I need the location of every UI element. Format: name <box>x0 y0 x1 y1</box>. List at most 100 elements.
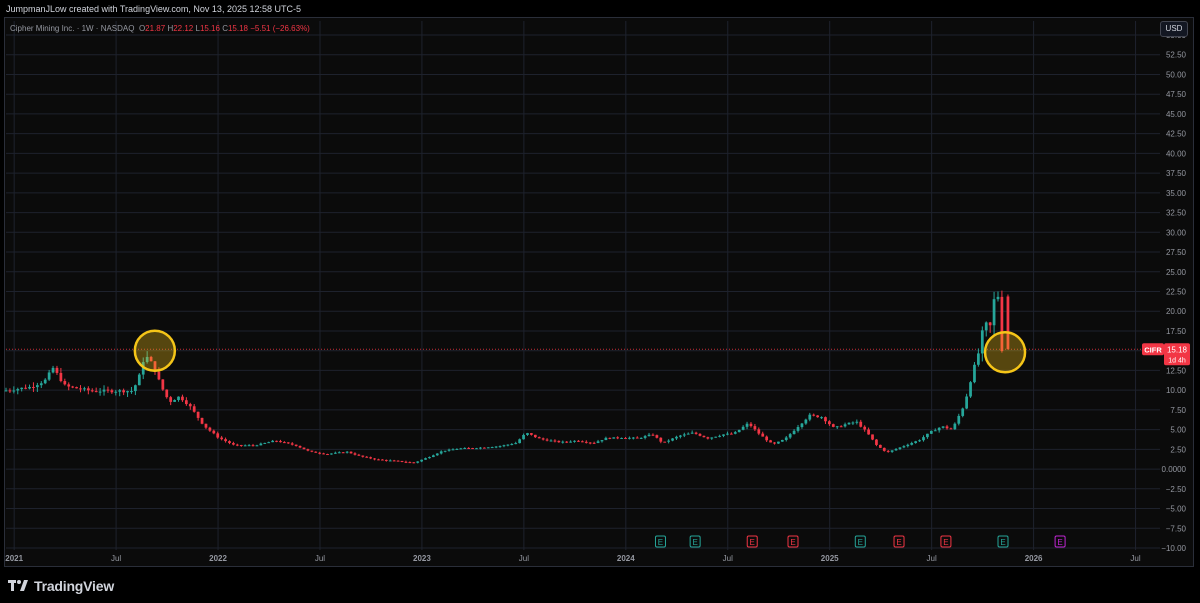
candle-body <box>1006 296 1010 350</box>
candle-body <box>416 461 420 463</box>
candle-body <box>600 440 604 442</box>
y-tick-label: 50.00 <box>1166 70 1187 79</box>
y-tick-label: 10.00 <box>1166 386 1187 395</box>
candle-body <box>361 455 365 457</box>
candle-body <box>24 387 27 389</box>
candle-body <box>373 458 376 460</box>
y-tick-label: 35.00 <box>1166 189 1187 198</box>
candle-body <box>102 389 106 392</box>
y-tick-label: 30.00 <box>1166 228 1187 237</box>
candle-body <box>577 440 580 442</box>
candle-body <box>322 453 325 455</box>
candle-body <box>726 433 729 435</box>
candle-body <box>447 449 451 451</box>
candle-body <box>490 447 494 449</box>
candle-body <box>988 322 992 326</box>
candle-body <box>353 453 357 455</box>
candle-body <box>181 396 184 401</box>
candle-body <box>392 460 396 462</box>
candle-body <box>235 444 239 446</box>
candle-body <box>267 442 271 444</box>
candle-body <box>855 421 859 423</box>
candle-body <box>106 389 110 391</box>
candle-body <box>890 450 894 452</box>
candle-body <box>177 396 180 401</box>
candle-body <box>157 371 161 380</box>
candle-body <box>737 429 741 433</box>
candle-body <box>349 451 353 454</box>
x-tick-label: 2022 <box>209 554 227 563</box>
candle-body <box>228 441 231 444</box>
candle-body <box>526 433 529 435</box>
candle-body <box>271 440 274 443</box>
candle-body <box>149 356 153 362</box>
candle-body <box>694 432 698 434</box>
x-tick-label: 2025 <box>821 554 839 563</box>
y-tick-label: 2.50 <box>1170 445 1186 454</box>
earnings-marker-label: E <box>896 538 901 547</box>
candle-body <box>435 453 439 456</box>
candle-body <box>514 443 518 445</box>
candle-body <box>992 299 996 326</box>
candle-body <box>549 440 553 442</box>
y-tick-label: 37.50 <box>1166 169 1187 178</box>
candle-body <box>310 450 314 452</box>
candle-body <box>565 441 569 443</box>
candle-body <box>828 421 831 425</box>
candle-body <box>616 437 620 439</box>
currency-button[interactable]: USD <box>1160 21 1188 37</box>
candle-body <box>820 417 823 419</box>
candle-body <box>831 424 835 427</box>
candle-body <box>118 390 122 392</box>
earnings-marker-label: E <box>858 538 863 547</box>
candle-body <box>914 441 918 444</box>
price-tag-symbol-bg <box>1142 343 1164 356</box>
candle-body <box>875 439 878 445</box>
candle-body <box>777 441 780 444</box>
candle-body <box>396 460 400 462</box>
high-label: H <box>167 24 174 33</box>
candle-body <box>90 390 94 392</box>
earnings-marker-label: E <box>658 538 663 547</box>
candle-body <box>655 435 659 438</box>
candle-body <box>220 437 224 440</box>
y-tick-label: 7.50 <box>1170 406 1186 415</box>
candle-body <box>682 434 686 436</box>
candle-body <box>298 445 302 448</box>
candle-body <box>173 400 176 402</box>
chart-credit: JumpmanJLow created with TradingView.com… <box>6 4 301 14</box>
candle-body <box>51 367 55 373</box>
price-tag-bg <box>1164 343 1190 366</box>
candle-body <box>984 322 988 331</box>
earnings-marker <box>940 535 952 548</box>
candle-body <box>247 445 251 447</box>
y-tick-label: 52.50 <box>1166 51 1187 60</box>
candle-body <box>835 426 839 428</box>
y-tick-label: 12.50 <box>1166 366 1187 375</box>
y-tick-label: 42.50 <box>1166 130 1187 139</box>
y-tick-label: −10.00 <box>1161 544 1186 553</box>
candle-body <box>184 400 188 405</box>
candle-body <box>824 417 827 422</box>
y-tick-label: 27.50 <box>1166 248 1187 257</box>
candle-body <box>212 430 216 434</box>
candle-body <box>196 411 200 418</box>
earnings-marker-label: E <box>790 538 795 547</box>
candle-body <box>639 437 643 439</box>
candle-body <box>28 386 31 389</box>
high-value: 22.12 <box>173 24 194 33</box>
candle-body <box>1000 296 1004 351</box>
candle-body <box>63 381 67 385</box>
candle-body <box>741 426 745 430</box>
candle-body <box>573 440 576 442</box>
candle-body <box>459 448 463 450</box>
candle-body <box>471 448 474 450</box>
candle-body <box>110 390 114 393</box>
open-value: 21.87 <box>145 24 166 33</box>
candle-body <box>808 414 812 420</box>
x-tick-label: 2021 <box>5 554 23 563</box>
candle-body <box>902 446 906 448</box>
candle-body <box>957 415 961 424</box>
candle-body <box>518 439 522 444</box>
